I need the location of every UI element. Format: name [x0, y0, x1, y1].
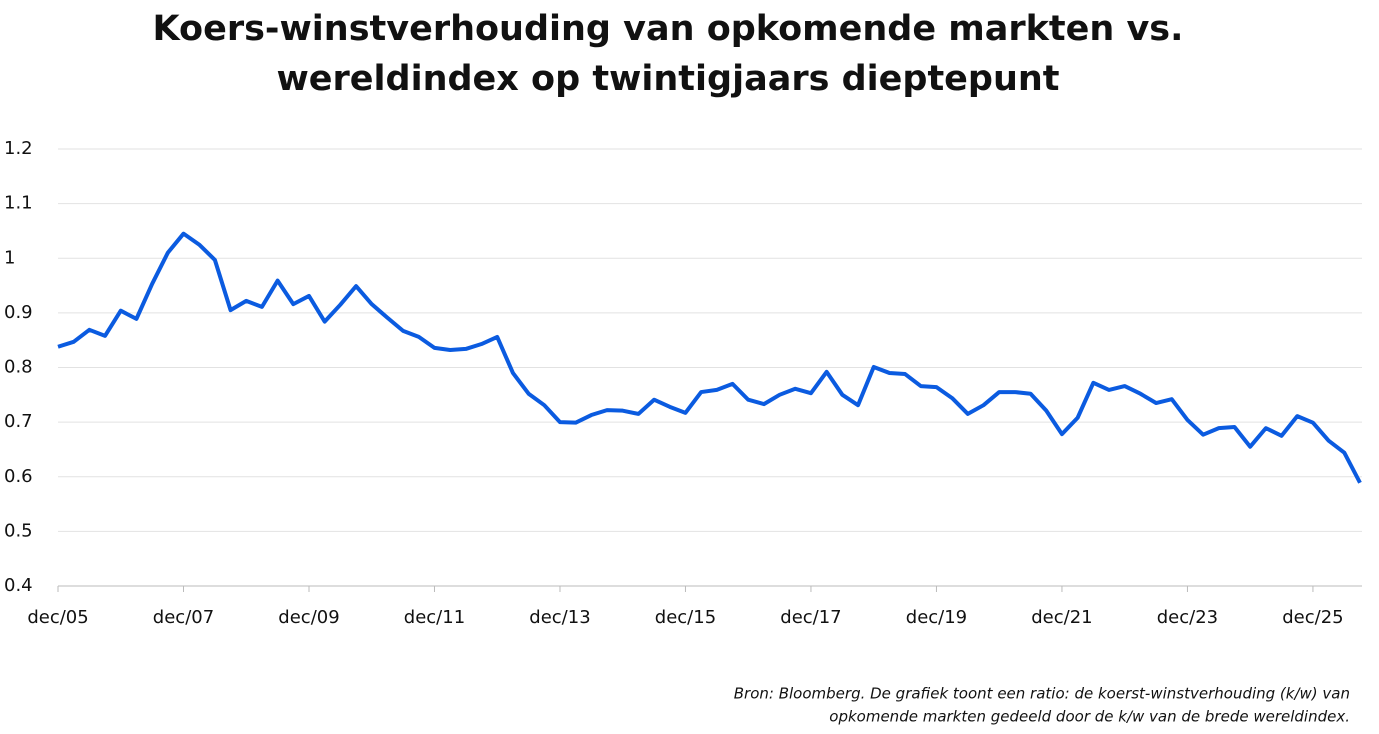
y-tick-label: 1.2	[4, 138, 33, 159]
x-tick-label: dec/11	[404, 607, 465, 628]
x-tick-label: dec/23	[1157, 607, 1218, 628]
y-tick-label: 1	[4, 247, 15, 268]
x-tick-label: dec/17	[780, 607, 841, 628]
x-tick-label: dec/13	[529, 607, 590, 628]
x-tick-label: dec/19	[906, 607, 967, 628]
x-tick-label: dec/05	[27, 607, 88, 628]
x-tick-label: dec/07	[153, 607, 214, 628]
y-tick-label: 1.1	[4, 193, 33, 214]
y-tick-label: 0.7	[4, 411, 33, 432]
x-tick-label: dec/15	[655, 607, 716, 628]
source-note: opkomende markten gedeeld door de k/w va…	[829, 708, 1350, 726]
y-tick-label: 0.6	[4, 466, 33, 487]
y-tick-label: 0.8	[4, 357, 33, 378]
data-line	[57, 231, 1362, 484]
x-tick-label: dec/21	[1031, 607, 1092, 628]
chart-title: wereldindex op twintigjaars dieptepunt	[276, 59, 1059, 99]
y-tick-label: 0.9	[4, 302, 33, 323]
y-tick-label: 0.4	[4, 575, 33, 596]
x-tick-label: dec/09	[278, 607, 339, 628]
x-tick-label: dec/25	[1282, 607, 1343, 628]
source-note: Bron: Bloomberg. De grafiek toont een ra…	[734, 685, 1350, 703]
y-tick-label: 0.5	[4, 520, 33, 541]
chart-title: Koers-winstverhouding van opkomende mark…	[153, 9, 1184, 49]
